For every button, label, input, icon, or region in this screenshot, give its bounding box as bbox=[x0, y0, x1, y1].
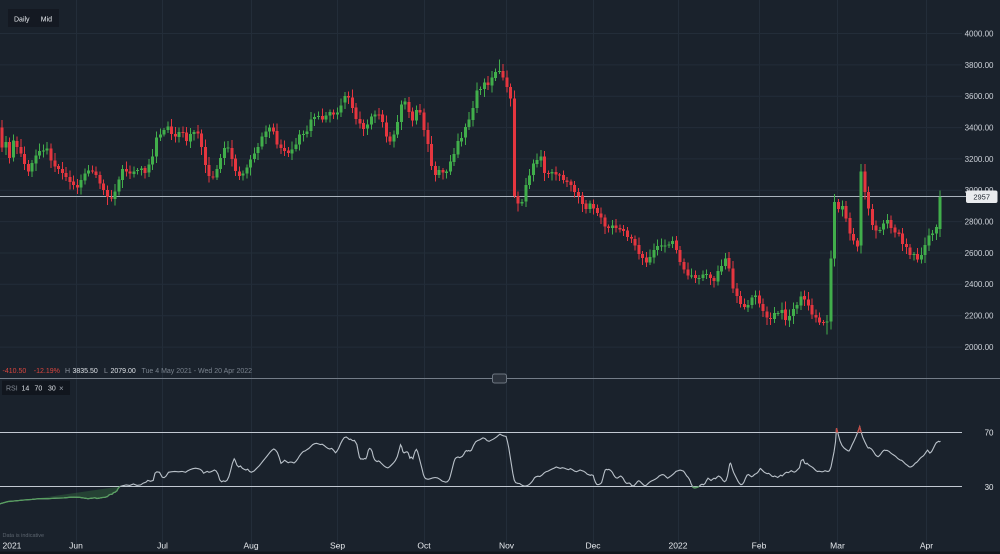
svg-text:Oct: Oct bbox=[417, 541, 431, 551]
svg-text:2000.00: 2000.00 bbox=[965, 343, 994, 352]
svg-text:Mar: Mar bbox=[830, 541, 845, 551]
svg-text:-12.19%: -12.19% bbox=[34, 368, 60, 375]
svg-text:Tue 4 May 2021 - Wed 20 Apr 20: Tue 4 May 2021 - Wed 20 Apr 2022 bbox=[142, 368, 253, 375]
svg-text:Feb: Feb bbox=[752, 541, 767, 551]
svg-text:70: 70 bbox=[35, 386, 43, 393]
svg-text:2800.00: 2800.00 bbox=[965, 218, 994, 227]
svg-text:2957: 2957 bbox=[973, 193, 990, 202]
svg-text:3200.00: 3200.00 bbox=[965, 155, 994, 164]
svg-text:-410.50: -410.50 bbox=[3, 368, 27, 375]
svg-text:3400.00: 3400.00 bbox=[965, 124, 994, 133]
svg-text:Apr: Apr bbox=[920, 541, 933, 551]
svg-text:Daily: Daily bbox=[14, 17, 30, 24]
svg-text:30: 30 bbox=[985, 483, 994, 492]
svg-text:Jun: Jun bbox=[69, 541, 83, 551]
svg-text:Nov: Nov bbox=[499, 541, 515, 551]
svg-text:2600.00: 2600.00 bbox=[965, 249, 994, 258]
svg-text:4000.00: 4000.00 bbox=[965, 29, 994, 38]
svg-text:RSI: RSI bbox=[6, 386, 18, 393]
svg-text:3800.00: 3800.00 bbox=[965, 61, 994, 70]
svg-text:Sep: Sep bbox=[330, 541, 345, 551]
svg-text:2200.00: 2200.00 bbox=[965, 312, 994, 321]
svg-text:Jul: Jul bbox=[157, 541, 168, 551]
svg-text:14: 14 bbox=[22, 386, 30, 393]
svg-text:70: 70 bbox=[985, 428, 994, 437]
svg-text:2021: 2021 bbox=[3, 541, 22, 551]
svg-text:2400.00: 2400.00 bbox=[965, 280, 994, 289]
svg-text:3835.50: 3835.50 bbox=[73, 368, 98, 375]
svg-text:30: 30 bbox=[48, 386, 56, 393]
svg-text:3600.00: 3600.00 bbox=[965, 92, 994, 101]
svg-text:Dec: Dec bbox=[585, 541, 601, 551]
svg-text:×: × bbox=[59, 384, 64, 393]
svg-text:Data is indicative: Data is indicative bbox=[3, 533, 45, 539]
svg-text:Aug: Aug bbox=[243, 541, 258, 551]
svg-text:H: H bbox=[65, 368, 70, 375]
svg-text:Mid: Mid bbox=[41, 17, 52, 24]
svg-text:2079.00: 2079.00 bbox=[111, 368, 136, 375]
svg-text:L: L bbox=[104, 368, 108, 375]
svg-text:2022: 2022 bbox=[669, 541, 688, 551]
